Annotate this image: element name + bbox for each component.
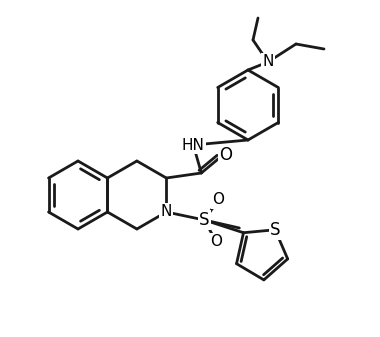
Text: N: N <box>161 205 172 219</box>
Text: S: S <box>270 221 280 239</box>
Text: O: O <box>212 192 224 208</box>
Text: S: S <box>199 211 210 229</box>
Text: N: N <box>262 55 274 69</box>
Text: O: O <box>211 235 222 249</box>
Text: HN: HN <box>182 137 205 153</box>
Text: O: O <box>219 146 232 164</box>
